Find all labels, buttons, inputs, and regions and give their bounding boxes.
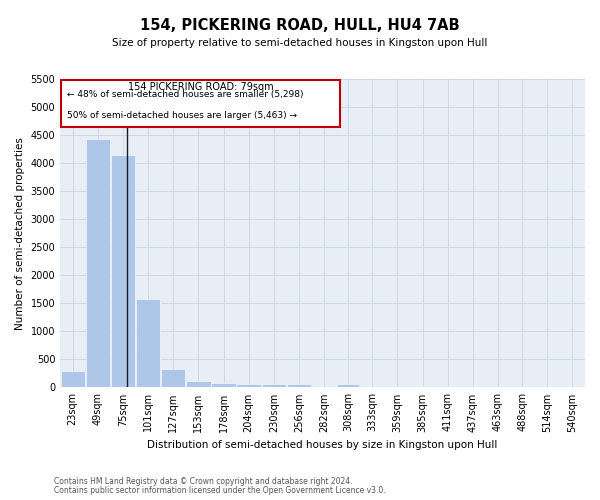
Text: Contains HM Land Registry data © Crown copyright and database right 2024.: Contains HM Land Registry data © Crown c… <box>54 477 353 486</box>
Bar <box>61 371 85 388</box>
Bar <box>111 154 135 388</box>
Text: 50% of semi-detached houses are larger (5,463) →: 50% of semi-detached houses are larger (… <box>67 111 297 120</box>
Text: ← 48% of semi-detached houses are smaller (5,298): ← 48% of semi-detached houses are smalle… <box>67 90 304 99</box>
Bar <box>287 384 311 388</box>
Bar <box>136 300 160 388</box>
Text: 154 PICKERING ROAD: 79sqm: 154 PICKERING ROAD: 79sqm <box>128 82 274 92</box>
Bar <box>186 380 211 388</box>
Bar <box>211 383 236 388</box>
Text: Contains public sector information licensed under the Open Government Licence v3: Contains public sector information licen… <box>54 486 386 495</box>
X-axis label: Distribution of semi-detached houses by size in Kingston upon Hull: Distribution of semi-detached houses by … <box>148 440 498 450</box>
Text: 154, PICKERING ROAD, HULL, HU4 7AB: 154, PICKERING ROAD, HULL, HU4 7AB <box>140 18 460 32</box>
Bar <box>337 384 359 388</box>
FancyBboxPatch shape <box>61 80 340 126</box>
Bar <box>86 139 110 388</box>
Bar <box>161 369 185 388</box>
Text: Size of property relative to semi-detached houses in Kingston upon Hull: Size of property relative to semi-detach… <box>112 38 488 48</box>
Bar <box>236 384 261 388</box>
Y-axis label: Number of semi-detached properties: Number of semi-detached properties <box>15 137 25 330</box>
Bar <box>262 384 286 388</box>
